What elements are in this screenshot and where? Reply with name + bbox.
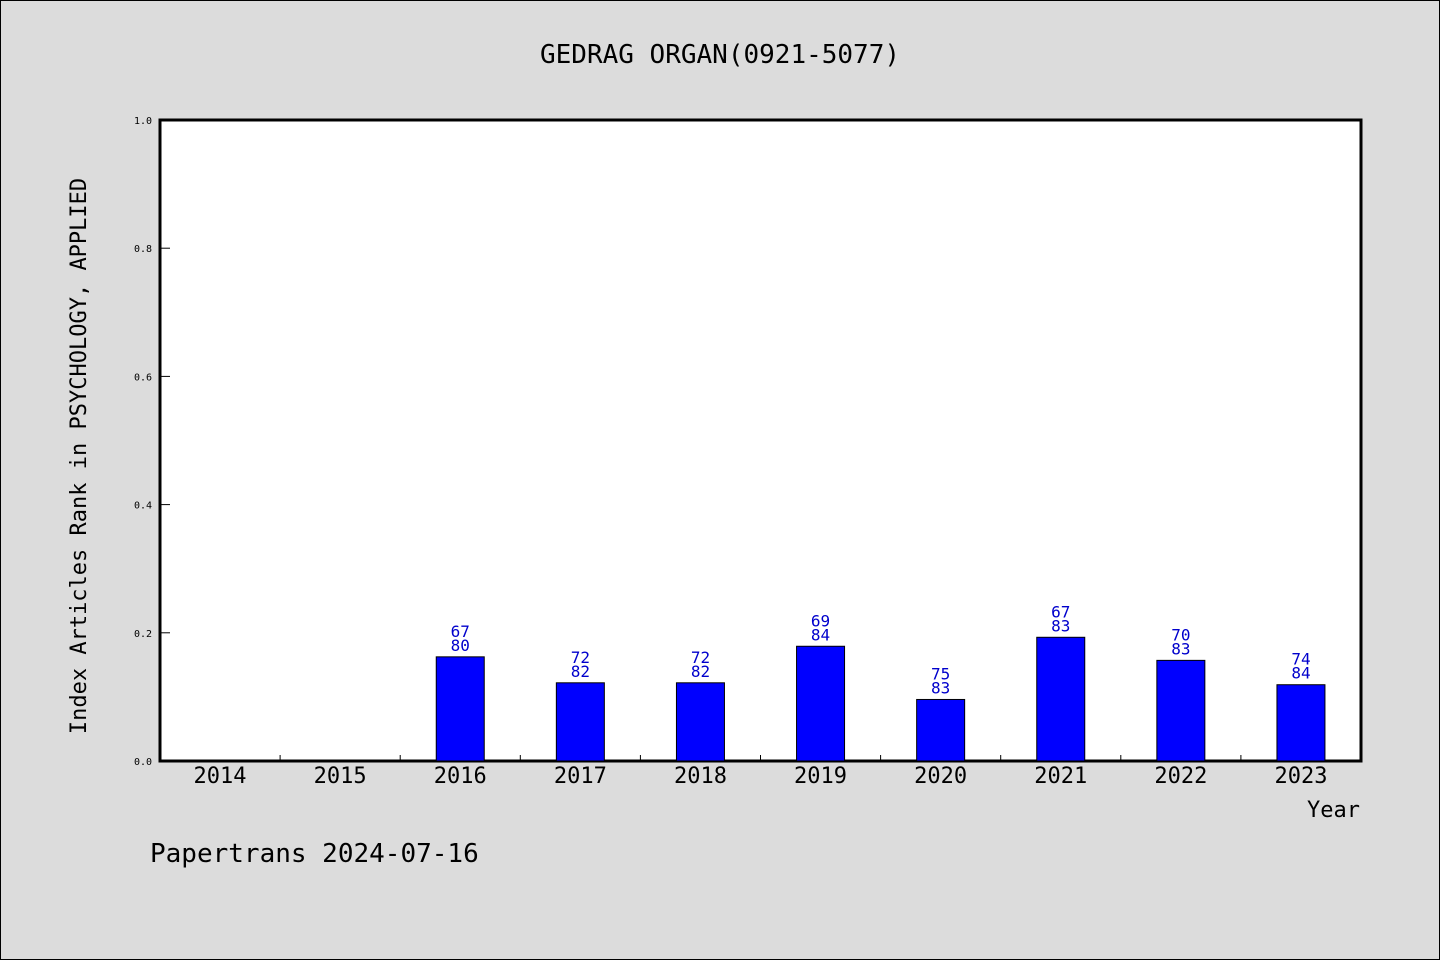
y-tick-label: 0.6 [134,372,152,383]
bar-label-top: 74 [1291,650,1310,669]
x-tick-label: 2020 [914,764,967,789]
bar-label-top: 72 [691,648,710,667]
x-axis-label: Year [1307,798,1360,823]
bar [555,682,605,762]
x-tick-label: 2019 [794,764,847,789]
bar [1036,636,1086,762]
bar [675,682,725,762]
bar [916,698,966,762]
x-tick-label: 2014 [194,764,247,789]
plot-area [158,118,1363,763]
x-tick-label: 2021 [1034,764,1087,789]
x-tick-label: 2018 [674,764,727,789]
y-tick-label: 0.4 [134,501,152,512]
bar [1276,684,1326,762]
bar-label-bottom: 83 [1171,639,1190,658]
bar [1156,659,1206,762]
bar [435,656,485,762]
bar [796,645,846,762]
x-tick-label: 2017 [554,764,607,789]
bar-label-bottom: 83 [1051,616,1070,635]
y-axis: 0.0 0.2 0.4 0.6 0.8 1.0 [134,116,170,768]
bar-label-bottom: 83 [931,678,950,697]
x-tick-label: 2023 [1274,764,1327,789]
bar-label-bottom: 82 [571,662,590,681]
bar-label-top: 67 [1051,602,1070,621]
y-axis-label: Index Articles Rank in PSYCHOLOGY, APPLI… [67,178,92,734]
x-axis: 2014 2015 2016 2017 2018 2019 2020 2021 2022 2023 [194,755,1327,789]
y-tick-label: 0.0 [134,757,152,768]
chart-title: GEDRAG ORGAN(0921-5077) [540,40,900,70]
y-tick-label: 0.2 [134,629,152,640]
x-tick-label: 2015 [314,764,367,789]
bar-label-top: 70 [1171,625,1190,644]
x-tick-label: 2016 [434,764,487,789]
bar-label-top: 75 [931,664,950,683]
bar-label-top: 72 [571,648,590,667]
bar-label-bottom: 84 [811,625,830,644]
bar-label-bottom: 82 [691,662,710,681]
bar-label-top: 69 [811,611,830,630]
x-tick-label: 2022 [1154,764,1207,789]
y-tick-label: 1.0 [134,116,152,127]
footer-text: Papertrans 2024-07-16 [150,839,479,869]
y-tick-label: 0.8 [134,244,152,255]
bar-label-bottom: 84 [1291,664,1310,683]
bars [435,636,1326,762]
bar-label-bottom: 80 [451,636,470,655]
bar-label-top: 67 [451,622,470,641]
